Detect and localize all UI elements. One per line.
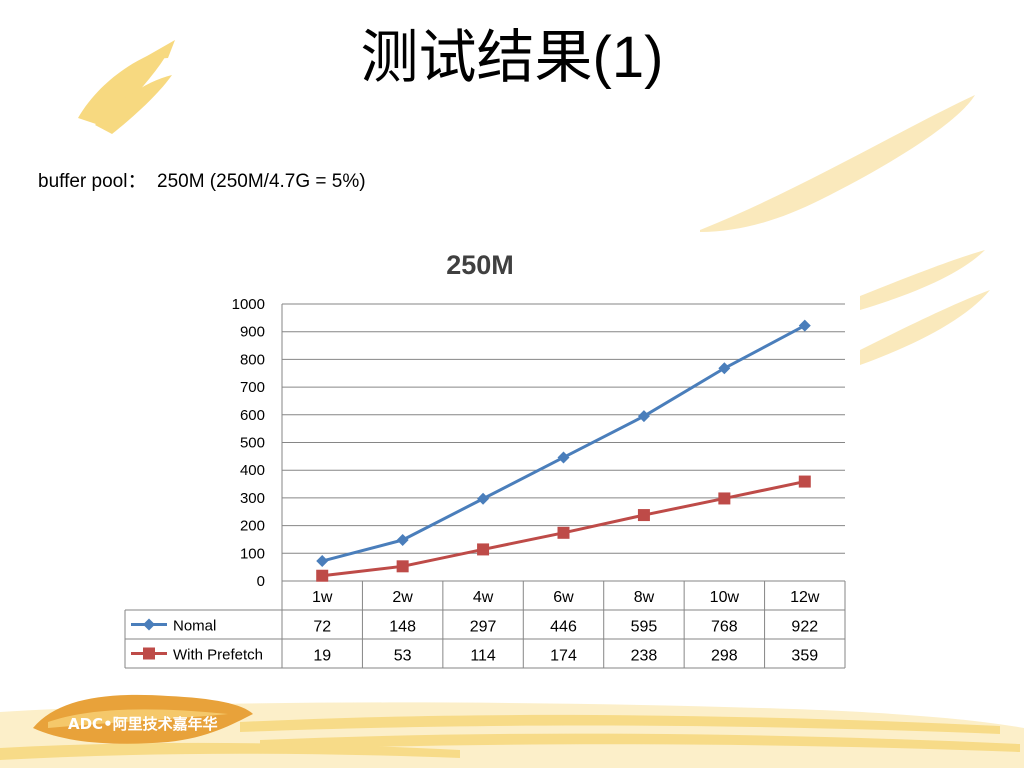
data-point	[477, 543, 490, 556]
data-table-value: 922	[791, 619, 818, 636]
data-table-value: 148	[389, 619, 416, 636]
data-point	[637, 509, 650, 522]
y-tick-label: 0	[257, 573, 265, 590]
buffer-pool-caption: buffer pool： 250M (250M/4.7G = 5%)	[38, 171, 366, 192]
x-category-label: 6w	[553, 589, 574, 606]
legend-key-marker	[143, 618, 155, 631]
data-point	[396, 560, 409, 573]
chart-title: 250M	[446, 250, 514, 280]
y-tick-label: 500	[240, 435, 265, 452]
logo-text: ADC•阿里技术嘉年华	[68, 715, 218, 733]
x-category-label: 12w	[790, 589, 820, 606]
brush-stroke-top-left	[78, 40, 175, 134]
data-point	[798, 319, 811, 332]
y-tick-label: 1000	[232, 296, 265, 313]
data-point	[316, 569, 329, 582]
adc-logo: ADC•阿里技术嘉年华	[33, 694, 253, 744]
x-category-label: 2w	[392, 589, 413, 606]
data-point	[637, 410, 650, 423]
data-table-value: 72	[313, 619, 331, 636]
brush-stroke-bottom	[0, 702, 1024, 768]
legend-label: Nomal	[173, 618, 216, 635]
x-category-label: 10w	[710, 589, 740, 606]
data-point	[477, 492, 490, 505]
y-tick-label: 100	[240, 545, 265, 562]
data-point	[798, 475, 811, 488]
logo-brush-highlight	[48, 709, 228, 728]
data-point	[718, 492, 731, 505]
y-tick-label: 600	[240, 407, 265, 424]
data-point	[557, 451, 570, 464]
data-table-value: 174	[550, 648, 577, 665]
series-markers	[316, 319, 811, 582]
y-tick-label: 200	[240, 518, 265, 535]
data-table-value: 238	[631, 648, 658, 665]
y-axis-ticks: 0 100 200 300 400 500 600 700 800 900 1000	[232, 296, 265, 590]
brush-stroke-right	[700, 95, 990, 365]
data-table-value: 768	[711, 619, 738, 636]
data-table-value: 298	[711, 648, 738, 665]
data-table-value: 19	[313, 648, 331, 665]
x-category-label: 4w	[473, 589, 494, 606]
legend-key-marker	[143, 647, 155, 660]
chart-area-background	[200, 232, 860, 678]
y-tick-label: 300	[240, 490, 265, 507]
data-table-value: 53	[394, 648, 412, 665]
data-table-value: 359	[791, 648, 818, 665]
x-category-label: 8w	[634, 589, 655, 606]
data-table: 1w 2w 4w 6w 8w 10w 12w Nomal 72 148 297 446 595 768 92…	[124, 580, 846, 669]
data-table-value: 114	[470, 648, 496, 665]
legend-label: With Prefetch	[173, 647, 263, 664]
slide-title: 测试结果(1)	[360, 25, 664, 90]
data-table-value: 595	[631, 619, 658, 636]
data-table-value: 297	[470, 619, 497, 636]
data-point	[396, 534, 409, 547]
data-point	[718, 362, 731, 375]
data-point	[557, 526, 570, 539]
x-category-label: 1w	[312, 589, 333, 606]
y-tick-label: 800	[240, 351, 265, 368]
y-tick-label: 400	[240, 462, 265, 479]
y-tick-label: 900	[240, 324, 265, 341]
data-point	[316, 555, 329, 568]
y-tick-label: 700	[240, 379, 265, 396]
data-table-value: 446	[550, 619, 577, 636]
